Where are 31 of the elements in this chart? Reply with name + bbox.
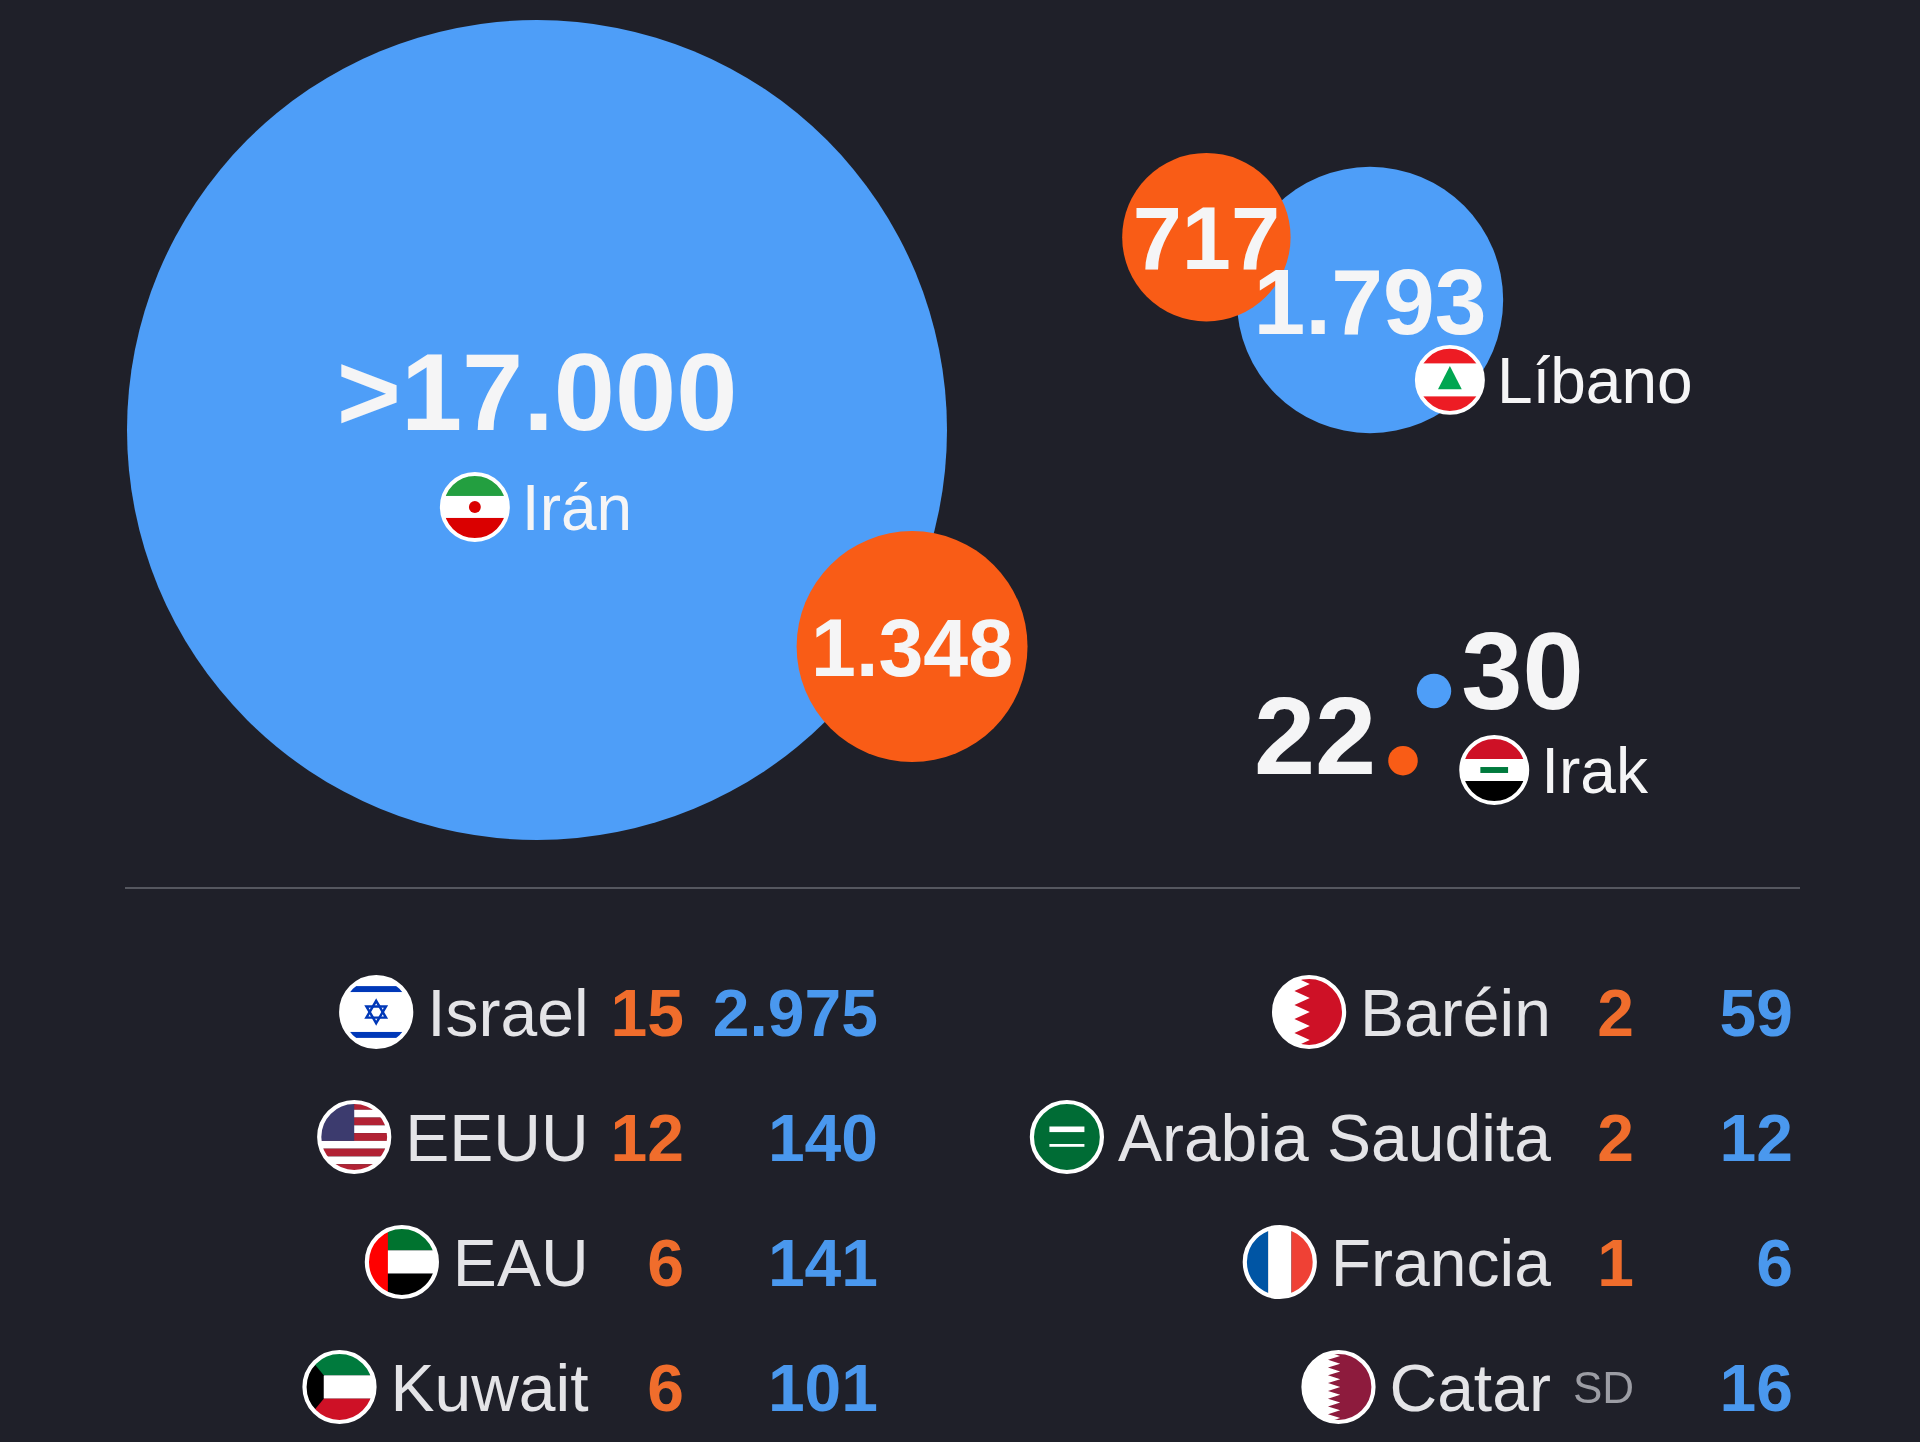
- data-label: 2: [1597, 975, 1634, 1050]
- data-label: 6: [647, 1350, 684, 1425]
- data-label: SD: [1572, 1362, 1634, 1412]
- category-label: Catar: [1389, 1350, 1551, 1425]
- data-label: 1: [1597, 1225, 1634, 1300]
- data-label: 59: [1719, 975, 1793, 1050]
- data-label: 6: [647, 1225, 684, 1300]
- category-label: Kuwait: [390, 1350, 589, 1425]
- data-label: 15: [610, 975, 684, 1050]
- category-label: Irak: [1541, 735, 1649, 808]
- category-label: Arabia Saudita: [1117, 1100, 1552, 1175]
- category-label: EAU: [452, 1225, 589, 1300]
- category-label: Baréin: [1360, 975, 1551, 1050]
- data-label: 2.975: [712, 975, 878, 1050]
- data-label: 141: [767, 1225, 878, 1300]
- category-label: Israel: [427, 975, 589, 1050]
- data-label: >17.000: [336, 330, 738, 453]
- data-label: 16: [1719, 1350, 1793, 1425]
- category-label: EEUU: [405, 1100, 589, 1175]
- data-label: 30: [1461, 608, 1584, 732]
- category-label: Irán: [521, 472, 633, 544]
- data-label: 1.348: [811, 602, 1014, 693]
- data-label: 140: [767, 1100, 878, 1175]
- category-label: Líbano: [1496, 344, 1693, 417]
- data-label: 101: [767, 1350, 878, 1425]
- data-label: 2: [1597, 1100, 1634, 1175]
- data-label: 12: [1719, 1100, 1793, 1175]
- data-label: 22: [1253, 673, 1377, 797]
- category-label: Francia: [1330, 1225, 1552, 1300]
- data-label: 6: [1756, 1225, 1793, 1300]
- data-label: 12: [610, 1100, 684, 1175]
